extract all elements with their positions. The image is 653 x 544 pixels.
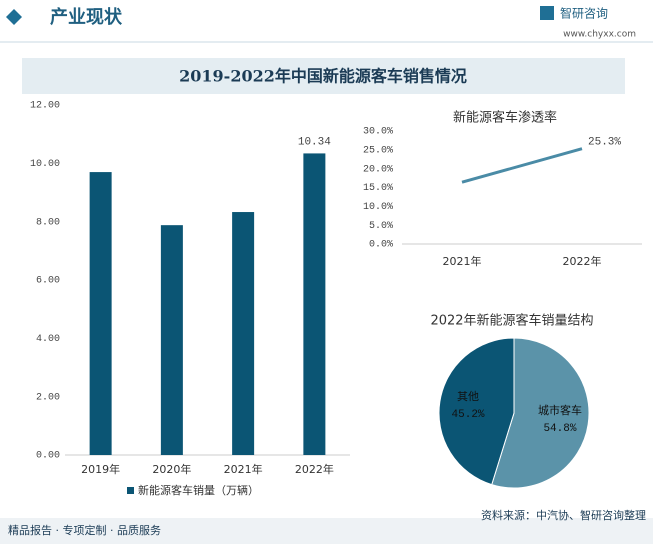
bar — [89, 172, 112, 456]
header-title: 产业现状 — [50, 6, 123, 28]
chart-title: 新能源客车渗透率 — [453, 110, 557, 126]
pie-slice — [438, 337, 515, 486]
y-tick-label: 2.00 — [36, 392, 60, 403]
chart-title: 2022年新能源客车销量结构 — [430, 313, 593, 329]
footer-source: 资料来源：中汽协、智研咨询整理 — [481, 508, 646, 522]
logo-icon — [540, 6, 554, 20]
x-tick-label: 2020年 — [152, 462, 191, 476]
pie-label: 城市客车 — [538, 403, 582, 417]
pie-value-label: 54.8% — [543, 423, 576, 435]
value-label: 10.34 — [298, 136, 331, 148]
line — [461, 147, 583, 184]
main-title: 2019-2022年中国新能源客车销售情况 — [179, 67, 467, 86]
y-tick-label: 25.0% — [363, 145, 393, 156]
value-label: 25.3% — [588, 137, 621, 149]
logo-url: www.chyxx.com — [563, 30, 636, 40]
legend-label: 新能源客车销量（万辆） — [138, 483, 259, 497]
pie-slice — [491, 337, 590, 489]
y-tick-label: 20.0% — [363, 164, 393, 175]
y-tick-label: 10.0% — [363, 202, 393, 213]
pie-label: 其他 — [457, 390, 479, 403]
x-tick-label: 2021年 — [443, 254, 482, 268]
logo-text: 智研咨询 — [560, 6, 608, 21]
bar — [303, 153, 326, 455]
bar — [160, 225, 183, 455]
y-tick-label: 0.0% — [369, 240, 393, 251]
y-tick-label: 15.0% — [363, 183, 393, 194]
bar — [232, 212, 255, 455]
x-tick-label: 2022年 — [563, 254, 602, 268]
x-tick-label: 2022年 — [295, 462, 334, 476]
y-tick-label: 4.00 — [36, 334, 60, 345]
pie-value-label: 45.2% — [452, 409, 485, 421]
y-tick-label: 30.0% — [363, 127, 393, 138]
x-tick-label: 2021年 — [224, 462, 263, 476]
footer-band — [0, 518, 653, 544]
y-tick-label: 12.00 — [30, 101, 60, 112]
header-icon — [6, 9, 22, 25]
x-tick-label: 2019年 — [81, 462, 120, 476]
title-band — [22, 58, 625, 94]
footer-left: 精品报告 · 专项定制 · 品质服务 — [8, 523, 161, 537]
y-tick-label: 8.00 — [36, 217, 60, 228]
y-tick-label: 6.00 — [36, 276, 60, 287]
y-tick-label: 0.00 — [36, 451, 60, 462]
y-tick-label: 10.00 — [30, 159, 60, 170]
legend-swatch — [127, 487, 134, 494]
y-tick-label: 5.0% — [369, 221, 393, 232]
